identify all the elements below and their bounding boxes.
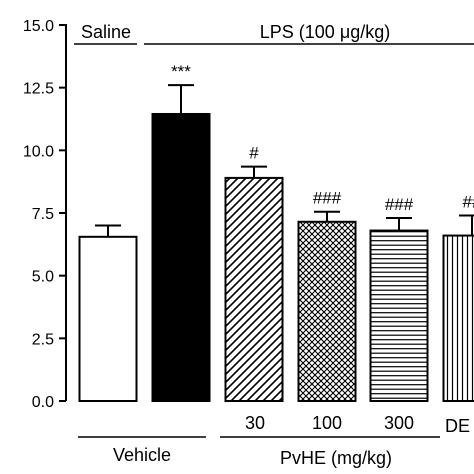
bar-6 [442,234,474,402]
vehicle-label: Vehicle [113,445,171,465]
dose-label-30: 30 [245,413,265,433]
y-tick-label: 5.0 [32,269,54,286]
pvhe-label: PvHE (mg/kg) [280,448,392,468]
y-tick-label: 2.5 [32,331,54,348]
y-tick-label: 0.0 [32,394,54,411]
dose-label-de: DE [445,416,470,436]
bar-1 [78,235,138,402]
bar-3 [224,176,284,402]
saline-label: Saline [81,22,131,42]
significance-label: *** [171,62,191,81]
bar-4 [297,220,357,402]
y-tick-label: 12.5 [23,81,54,98]
significance-label: ### [385,195,414,214]
significance-label: ### [313,189,342,208]
bar-2 [151,112,211,402]
lps-label: LPS (100 μg/kg) [260,22,390,42]
y-tick-label: 7.5 [32,206,54,223]
dose-label-100: 100 [312,413,342,433]
dose-label-300: 300 [384,413,414,433]
y-tick-label: 15.0 [23,18,54,35]
bars-group: ***######### [78,62,474,402]
significance-label: # [249,144,259,163]
y-tick-label: 10.0 [23,143,54,160]
significance-label: ## [463,193,474,212]
y-axis-ticks: 0.0 2.5 5.0 7.5 10.0 12.5 15.0 [23,18,66,411]
bar-5 [369,229,429,402]
